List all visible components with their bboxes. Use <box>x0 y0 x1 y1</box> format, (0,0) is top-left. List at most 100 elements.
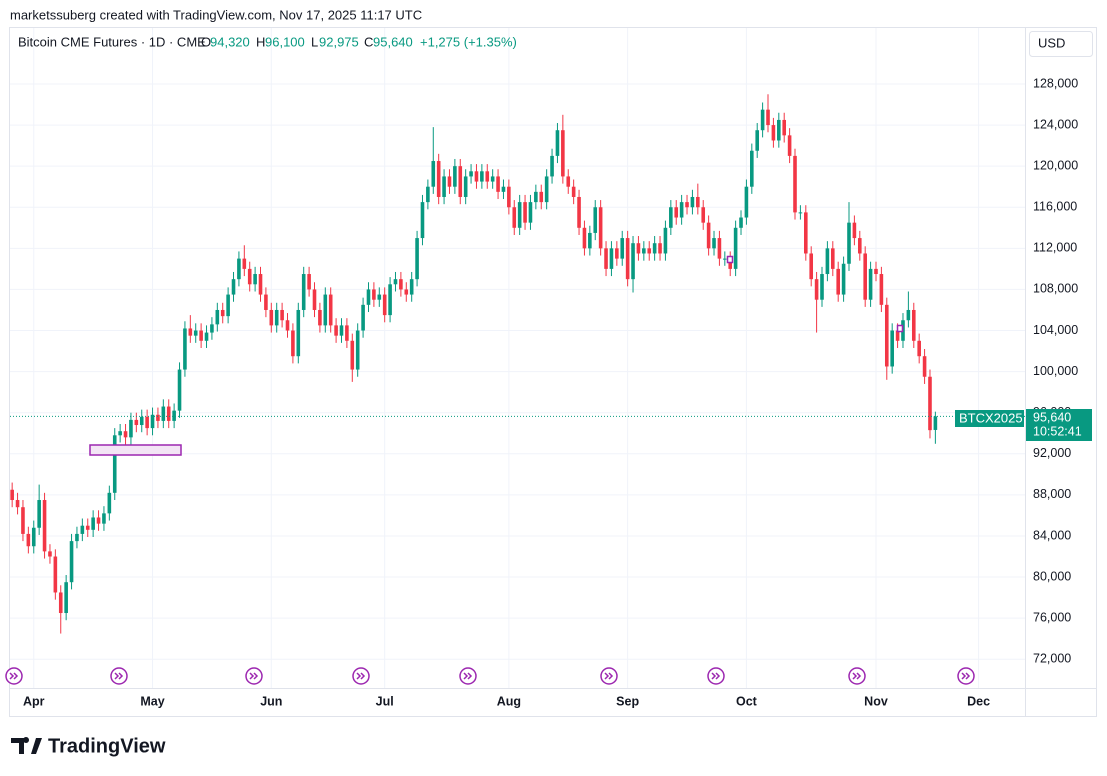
o-value: 94,320 <box>210 34 250 49</box>
candle-body <box>625 238 630 280</box>
candle-body <box>53 556 58 593</box>
x-tick-label: Aug <box>497 694 521 708</box>
l-label: L <box>311 34 318 49</box>
candle-body <box>296 309 301 357</box>
candle-body <box>26 533 31 547</box>
candle-body <box>804 212 808 254</box>
candle-body <box>134 419 139 426</box>
brand-name: TradingView <box>48 735 166 757</box>
c-value: 95,640 <box>373 34 413 49</box>
candle-body <box>96 517 101 524</box>
y-tick-label: 80,000 <box>1033 569 1071 583</box>
candle-body <box>793 155 797 213</box>
candle-body <box>561 130 565 177</box>
candle-body <box>582 227 587 249</box>
candle-body <box>123 431 128 438</box>
candle-body <box>145 416 149 429</box>
marker <box>726 255 734 264</box>
candle-body <box>841 263 846 295</box>
y-tick-label: 76,000 <box>1033 610 1071 624</box>
candle-body <box>609 248 614 269</box>
candle-body <box>480 171 484 182</box>
candle-body <box>566 176 571 187</box>
x-tick-label: Sep <box>616 694 639 708</box>
candle-body <box>555 130 560 156</box>
candle-body <box>350 340 355 370</box>
candle-body <box>442 176 446 197</box>
candle-body <box>328 294 333 326</box>
marker <box>896 324 904 333</box>
candle-body <box>658 243 662 254</box>
candle-body <box>906 309 911 321</box>
candle-body <box>836 268 840 295</box>
brand-logo <box>11 737 42 754</box>
candles <box>10 94 1025 634</box>
candle-body <box>496 176 500 192</box>
candle-body <box>663 227 668 254</box>
y-tick-label: 100,000 <box>1033 364 1078 378</box>
candle-body <box>642 248 646 254</box>
candle-body <box>733 227 738 269</box>
candle-body <box>679 202 684 218</box>
chart-frame <box>9 27 1097 717</box>
candle-body <box>112 435 117 493</box>
candle-body <box>399 279 403 290</box>
symbol-badge <box>955 410 1024 427</box>
currency-button[interactable] <box>1029 31 1093 57</box>
candle-body <box>10 489 14 501</box>
candle-body <box>593 207 598 233</box>
candle-body <box>501 186 506 192</box>
o-label: O <box>201 34 211 49</box>
candle-body <box>231 279 236 295</box>
candle-body <box>285 320 290 331</box>
candle-body <box>577 196 581 228</box>
candle-body <box>674 207 679 218</box>
y-tick-label: 84,000 <box>1033 528 1071 542</box>
currency[interactable]: USD <box>1038 35 1065 50</box>
candle-body <box>366 289 371 305</box>
candle-body <box>550 155 554 177</box>
candle-body <box>301 274 306 310</box>
candle-body <box>933 416 938 430</box>
candle-body <box>453 166 457 187</box>
candle-body <box>37 500 41 528</box>
candle-body <box>766 109 770 126</box>
candle-body <box>75 533 79 542</box>
candle-body <box>58 592 63 614</box>
candle-body <box>253 274 257 285</box>
candle-body <box>150 414 155 429</box>
candle-body <box>782 119 787 136</box>
candle-body <box>64 582 68 614</box>
candle-body <box>372 289 376 300</box>
candle-body <box>274 309 279 326</box>
candle-body <box>863 253 867 300</box>
candle-body <box>242 258 247 269</box>
candle-body <box>777 119 781 141</box>
candle-body <box>890 330 894 367</box>
candle-body <box>755 130 760 151</box>
candle-body <box>884 304 889 367</box>
candle-body <box>15 500 20 508</box>
candle-body <box>469 171 473 177</box>
candle-body <box>388 284 392 316</box>
candle-body <box>129 419 133 438</box>
candle-body <box>652 243 657 254</box>
candle-body <box>415 238 419 280</box>
candle-body <box>928 376 932 431</box>
candle-body <box>728 258 733 269</box>
price-badge-countdown: 10:52:41 <box>1033 424 1082 438</box>
c-label: C <box>364 34 373 49</box>
candle-body <box>723 258 727 260</box>
candle-body <box>598 207 603 249</box>
candle-body <box>528 202 533 223</box>
symbol: Bitcoin CME Futures · 1D · CME <box>18 34 206 49</box>
candle-body <box>517 202 522 228</box>
change: +1,275 (+1.35%) <box>420 34 517 49</box>
y-tick-label: 112,000 <box>1033 241 1077 255</box>
candle-body <box>868 268 873 300</box>
candle-body <box>604 248 608 269</box>
candle-body <box>220 309 225 317</box>
candle-body <box>690 196 695 208</box>
last-price: BTCX2025 95,640 10:52:41 <box>955 409 1092 441</box>
candle-body <box>172 410 176 421</box>
